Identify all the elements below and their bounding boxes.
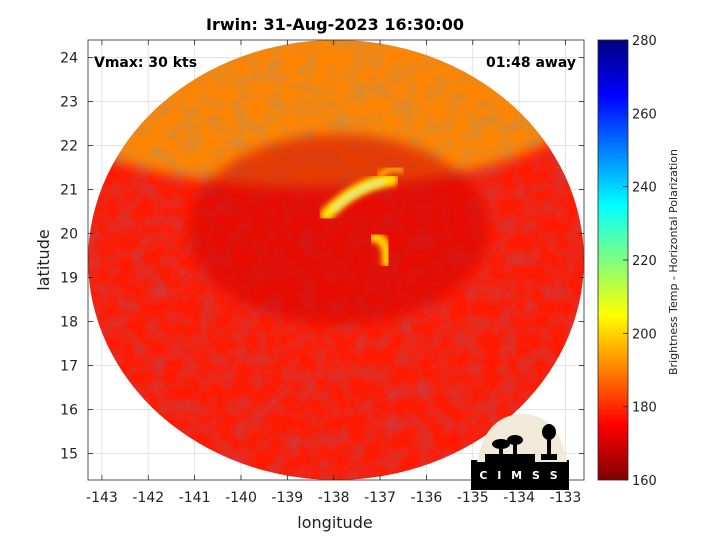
y-tick-label: 21 (60, 183, 78, 199)
y-tick-label: 22 (60, 139, 78, 155)
x-tick-label: -139 (271, 490, 303, 506)
x-tick-label: -141 (179, 490, 211, 506)
x-axis: -143 -142 -141 -140 -139 -138 -137 -136 -135 -134… (86, 40, 581, 506)
rainband-spot (367, 232, 392, 269)
plot-frame (87, 39, 585, 481)
colorbar-tick-label: 240 (632, 181, 657, 196)
y-axis: 15 16 17 18 19 20 21 22 23 24 (60, 51, 584, 463)
x-tick-label: -136 (411, 490, 443, 506)
y-tick-label: 24 (60, 51, 78, 67)
y-tick-label: 18 (60, 315, 78, 331)
x-tick-label: -143 (86, 490, 118, 506)
brightness-temperature-field (88, 40, 584, 480)
y-tick-label: 16 (60, 403, 78, 419)
colorbar-tick-label: 260 (632, 107, 657, 122)
x-tick-label: -142 (132, 490, 164, 506)
rainband-arc-tail (376, 165, 405, 179)
cimss-logo: C I M S S (471, 414, 569, 490)
x-tick-label: -140 (225, 490, 257, 506)
colorbar-ticks: 160 180 200 220 240 260 280 (623, 34, 657, 489)
colorbar-tick-label: 200 (632, 327, 657, 342)
chart-title: Irwin: 31-Aug-2023 16:30:00 (206, 15, 464, 34)
y-tick-label: 20 (60, 227, 78, 243)
rainband-arc-core (331, 179, 386, 212)
colorbar-tick-label: 160 (632, 474, 657, 489)
logo-text: C I M S S (479, 469, 560, 482)
x-tick-label: -135 (457, 490, 489, 506)
x-tick-label: -138 (318, 490, 350, 506)
vmax-annotation: Vmax: 30 kts (94, 55, 197, 71)
y-axis-label: latitude (34, 229, 53, 290)
cold-center (188, 134, 489, 325)
colorbar-label: Brightness Temp - Horizontal Polarizatio… (667, 149, 680, 375)
x-tick-label: -134 (503, 490, 535, 506)
x-axis-label: longitude (297, 513, 372, 532)
x-tick-label: -137 (364, 490, 396, 506)
colorbar-tick-label: 180 (632, 401, 657, 416)
y-tick-label: 17 (60, 359, 78, 375)
y-tick-label: 23 (60, 95, 78, 111)
colorbar-tick-label: 280 (632, 34, 657, 49)
y-tick-label: 15 (60, 447, 78, 463)
time-away-annotation: 01:48 away (486, 55, 576, 71)
y-tick-label: 19 (60, 271, 78, 287)
colorbar-tick-label: 220 (632, 254, 657, 269)
swath (88, 40, 584, 480)
x-tick-label: -133 (550, 490, 582, 506)
